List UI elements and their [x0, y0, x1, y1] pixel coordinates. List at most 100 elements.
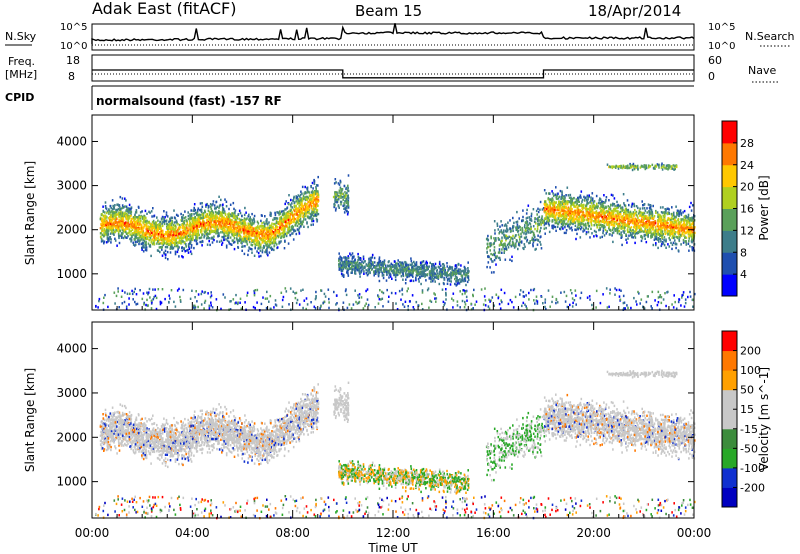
echo-cell — [100, 225, 103, 229]
echo-cell — [109, 237, 111, 240]
echo-cell — [113, 214, 115, 217]
echo-cell — [126, 208, 128, 211]
echo-cell — [455, 264, 458, 267]
echo-cell — [344, 260, 347, 263]
echo-cell — [127, 234, 129, 238]
echo-cell — [168, 230, 170, 234]
echo-cell — [116, 209, 119, 212]
echo-cell — [341, 274, 344, 277]
echo-cell — [280, 217, 283, 220]
echo-cell — [153, 228, 156, 231]
echo-cell — [288, 221, 290, 224]
echo-cell — [373, 274, 375, 277]
echo-cell — [388, 271, 390, 274]
echo-cell — [201, 202, 203, 205]
echo-cell — [155, 236, 158, 240]
echo-cell — [120, 226, 122, 229]
echo-cell — [130, 240, 132, 243]
echo-cell — [229, 236, 232, 239]
echo-cell — [117, 207, 120, 211]
echo-cell — [206, 218, 208, 221]
echo-cell — [311, 219, 313, 223]
echo-cell — [421, 260, 424, 264]
echo-cell — [432, 263, 434, 266]
echo-cell — [434, 262, 437, 266]
echo-cell — [232, 230, 234, 233]
echo-cell — [286, 225, 288, 228]
echo-cell — [517, 229, 520, 233]
echo-cell — [401, 261, 404, 264]
echo-cell — [353, 260, 356, 263]
echo-cell — [297, 229, 300, 232]
echo-cell — [385, 266, 387, 270]
echo-cell — [112, 212, 114, 216]
echo-cell — [438, 260, 441, 264]
echo-cell — [304, 196, 306, 199]
echo-cell — [467, 271, 470, 275]
echo-cell — [172, 226, 175, 230]
echo-cell — [168, 238, 170, 241]
echo-cell — [140, 238, 142, 241]
echo-cell — [371, 256, 373, 259]
echo-cell — [152, 230, 154, 234]
echo-cell — [467, 267, 469, 270]
echo-cell — [434, 276, 436, 279]
echo-cell — [162, 221, 164, 224]
echo-cell — [420, 268, 422, 271]
echo-cell — [283, 234, 285, 237]
echo-cell — [222, 226, 225, 229]
echo-cell — [159, 242, 162, 245]
echo-cell — [193, 206, 195, 210]
echo-cell — [177, 246, 179, 249]
echo-cell — [149, 244, 151, 247]
echo-cell — [251, 244, 254, 247]
echo-cell — [105, 231, 107, 234]
echo-cell — [506, 243, 509, 247]
echo-cell — [537, 207, 539, 210]
echo-cell — [279, 234, 281, 237]
echo-cell — [262, 230, 265, 233]
echo-cell — [308, 204, 311, 207]
echo-cell — [150, 228, 153, 231]
echo-cell — [292, 232, 294, 235]
echo-cell — [277, 222, 280, 225]
echo-cell — [193, 203, 196, 206]
echo-cell — [438, 262, 441, 266]
echo-cell — [212, 230, 214, 233]
echo-cell — [121, 214, 123, 218]
echo-cell — [150, 210, 153, 213]
echo-cell — [201, 228, 203, 232]
echo-cell — [248, 226, 250, 229]
echo-cell — [291, 211, 293, 214]
echo-cell — [243, 227, 246, 231]
echo-cell — [524, 230, 526, 233]
echo-cell — [296, 197, 298, 200]
echo-cell — [221, 210, 224, 213]
echo-cell — [121, 197, 124, 200]
echo-cell — [235, 222, 238, 226]
echo-cell — [101, 228, 103, 231]
echo-cell — [310, 206, 313, 210]
echo-cell — [104, 222, 106, 225]
echo-cell — [214, 230, 217, 233]
echo-cell — [125, 209, 127, 212]
echo-cell — [532, 243, 534, 246]
echo-cell — [516, 225, 518, 228]
echo-cell — [285, 225, 287, 228]
echo-cell — [293, 197, 295, 200]
echo-cell — [168, 240, 170, 243]
echo-cell — [246, 231, 248, 234]
echo-cell — [173, 231, 176, 235]
echo-cell — [162, 229, 164, 232]
echo-cell — [312, 187, 314, 190]
echo-cell — [257, 251, 260, 255]
echo-cell — [419, 261, 422, 264]
echo-cell — [641, 230, 644, 233]
echo-cell — [338, 191, 340, 194]
echo-cell — [170, 234, 173, 237]
echo-cell — [339, 255, 341, 258]
echo-cell — [214, 207, 217, 210]
echo-cell — [535, 222, 537, 225]
echo-cell — [163, 210, 165, 213]
echo-cell — [522, 209, 524, 212]
